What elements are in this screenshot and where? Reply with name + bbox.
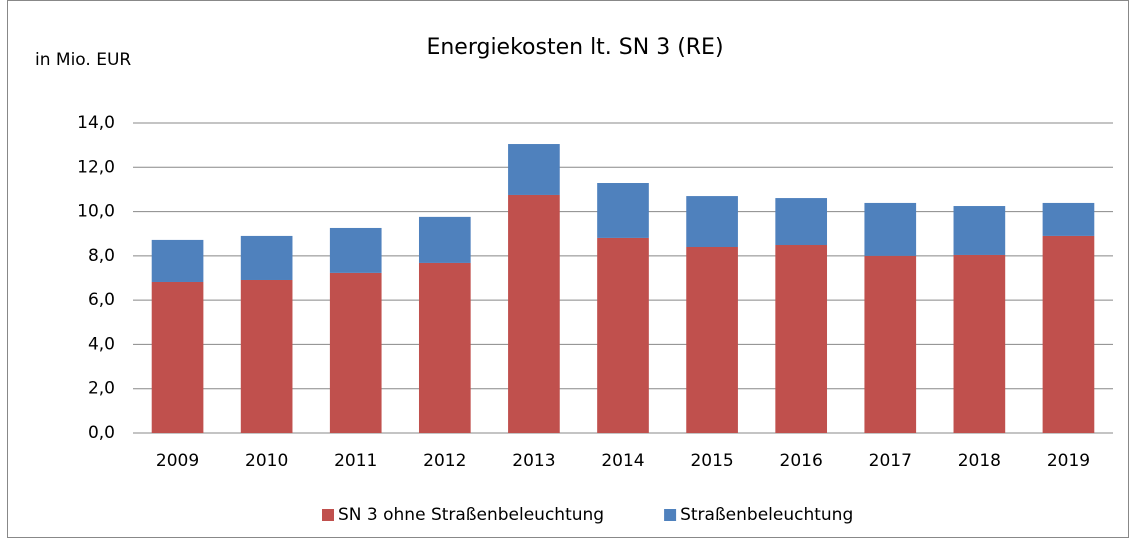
bar-segment <box>240 235 293 280</box>
x-tick-label: 2018 <box>958 451 1001 471</box>
x-tick-label: 2014 <box>601 451 644 471</box>
bar-segment <box>686 196 738 247</box>
y-tick-label: 12,0 <box>77 157 115 177</box>
x-tick-label: 2013 <box>512 451 555 471</box>
bar-segment <box>597 237 649 433</box>
y-tick-label: 8,0 <box>88 246 115 266</box>
bar-segment <box>864 255 917 433</box>
x-tick-label: 2011 <box>334 451 377 471</box>
bar-segment <box>508 144 560 195</box>
y-tick-label: 6,0 <box>88 290 115 310</box>
y-tick-label: 0,0 <box>88 423 115 443</box>
bar-segment <box>151 281 204 433</box>
chart-title: Energiekosten lt. SN 3 (RE) <box>426 35 723 60</box>
bar-segment <box>418 216 471 263</box>
x-tick-label: 2012 <box>423 451 466 471</box>
y-tick-label: 2,0 <box>88 379 115 399</box>
bar-segment <box>1042 202 1095 236</box>
bar-segment <box>775 198 828 246</box>
bar-segment <box>240 279 293 433</box>
bar-segment <box>953 206 1006 255</box>
y-tick-label: 10,0 <box>77 202 115 222</box>
legend-label: Straßenbeleuchtung <box>680 505 853 525</box>
bar-segment <box>597 183 649 238</box>
y-tick-label: 14,0 <box>77 113 115 133</box>
bar-segment <box>775 245 828 433</box>
bar-segment <box>686 247 738 433</box>
x-tick-label: 2016 <box>780 451 823 471</box>
x-tick-label: 2017 <box>869 451 912 471</box>
x-tick-label: 2015 <box>690 451 733 471</box>
legend-swatch <box>322 509 334 521</box>
bar-segment <box>151 239 204 282</box>
bar-segment <box>418 262 471 433</box>
x-tick-label: 2019 <box>1047 451 1090 471</box>
y-tick-label: 4,0 <box>88 334 115 354</box>
legend-swatch <box>664 509 677 521</box>
y-axis-label: in Mio. EUR <box>35 50 131 70</box>
x-tick-label: 2009 <box>156 451 199 471</box>
x-tick-label: 2010 <box>245 451 288 471</box>
bar-segment <box>508 194 560 433</box>
bar-segment <box>864 202 917 256</box>
legend-label: SN 3 ohne Straßenbeleuchtung <box>338 505 604 525</box>
bar-segment <box>953 254 1006 433</box>
bar-segment <box>329 272 382 433</box>
bar-segment <box>1042 235 1095 433</box>
bar-segment <box>329 227 382 273</box>
